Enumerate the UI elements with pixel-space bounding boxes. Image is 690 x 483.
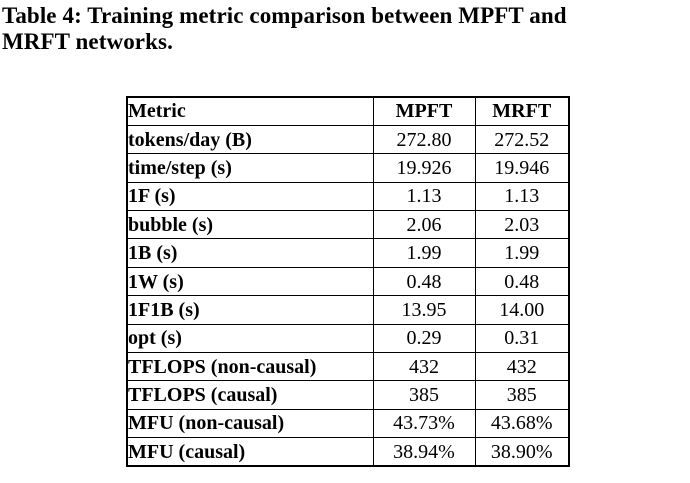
table-row: MFU (causal) 38.94% 38.90% — [126, 437, 570, 467]
column-header-mpft: MPFT — [372, 96, 476, 126]
table-row: bubble (s) 2.06 2.03 — [126, 210, 570, 240]
metric-value: 0.29 — [372, 323, 476, 354]
metric-label: TFLOPS (non-causal) — [126, 352, 374, 382]
table-row: opt (s) 0.29 0.31 — [126, 323, 570, 354]
metric-label: 1F (s) — [126, 181, 374, 212]
table-row: MFU (non-causal) 43.73% 43.68% — [126, 408, 570, 439]
metric-value: 14.00 — [474, 295, 570, 325]
table-caption: Table 4: Training metric comparison betw… — [2, 3, 690, 55]
table-row: TFLOPS (non-causal) 432 432 — [126, 352, 570, 382]
metric-label: 1F1B (s) — [126, 295, 374, 325]
metric-value: 385 — [372, 380, 476, 410]
metric-value: 432 — [372, 352, 476, 382]
table-caption-line-1: Table 4: Training metric comparison betw… — [2, 3, 567, 28]
metric-label: MFU (causal) — [126, 437, 374, 467]
column-header-metric: Metric — [126, 96, 374, 126]
metric-value: 38.94% — [372, 437, 476, 467]
metric-value: 1.13 — [372, 181, 476, 212]
table-caption-line-2: MRFT networks. — [2, 29, 173, 54]
metric-value: 385 — [474, 380, 570, 410]
metric-value: 43.68% — [474, 408, 570, 439]
metric-label: 1B (s) — [126, 238, 374, 268]
table-row: 1W (s) 0.48 0.48 — [126, 266, 570, 297]
metric-value: 272.52 — [474, 124, 570, 155]
metric-value: 1.13 — [474, 181, 570, 212]
metric-value: 1.99 — [372, 238, 476, 268]
table-row: 1F1B (s) 13.95 14.00 — [126, 295, 570, 325]
metric-label: 1W (s) — [126, 266, 374, 297]
table-row: TFLOPS (causal) 385 385 — [126, 380, 570, 410]
metric-label: MFU (non-causal) — [126, 408, 374, 439]
metric-value: 0.48 — [474, 266, 570, 297]
table-body: tokens/day (B) 272.80 272.52 time/step (s) 1… — [126, 124, 570, 467]
metric-value: 272.80 — [372, 124, 476, 155]
metric-label: tokens/day (B) — [126, 124, 374, 155]
metric-label: time/step (s) — [126, 153, 374, 183]
metric-value: 0.48 — [372, 266, 476, 297]
metric-label: TFLOPS (causal) — [126, 380, 374, 410]
metrics-table: Metric MPFT MRFT tokens/day (B) 272.80 272… — [126, 96, 570, 468]
table-row: 1F (s) 1.13 1.13 — [126, 181, 570, 212]
metric-value: 2.03 — [474, 210, 570, 240]
metric-value: 432 — [474, 352, 570, 382]
metric-value: 19.946 — [474, 153, 570, 183]
table-row: 1B (s) 1.99 1.99 — [126, 238, 570, 268]
metric-value: 43.73% — [372, 408, 476, 439]
metric-value: 0.31 — [474, 323, 570, 354]
table-row: time/step (s) 19.926 19.946 — [126, 153, 570, 183]
metric-value: 13.95 — [372, 295, 476, 325]
metric-value: 19.926 — [372, 153, 476, 183]
column-header-mrft: MRFT — [474, 96, 570, 126]
metric-label: bubble (s) — [126, 210, 374, 240]
table-header-row: Metric MPFT MRFT — [126, 96, 570, 126]
table-row: tokens/day (B) 272.80 272.52 — [126, 124, 570, 155]
metric-label: opt (s) — [126, 323, 374, 354]
metric-value: 38.90% — [474, 437, 570, 467]
metric-value: 2.06 — [372, 210, 476, 240]
metric-value: 1.99 — [474, 238, 570, 268]
